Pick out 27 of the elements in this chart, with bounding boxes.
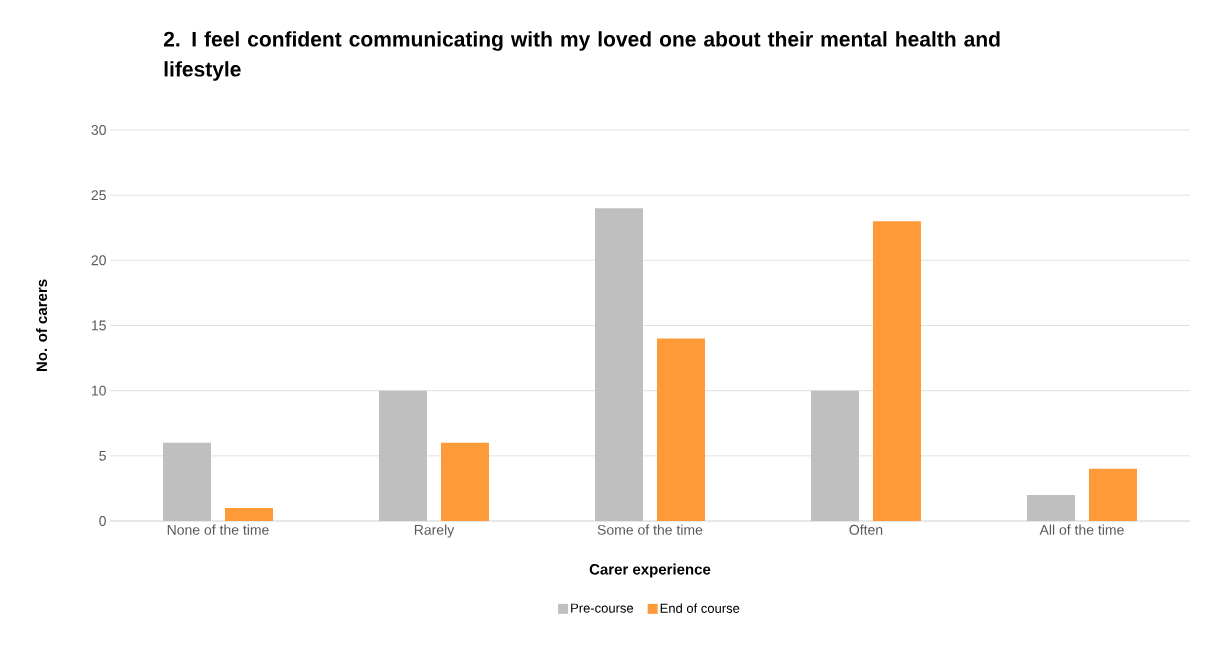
x-tick-label: None of the time	[167, 524, 269, 535]
chart-title: 2. I feel confident communicating with my loved one about their mental health and lifestyle	[163, 31, 1000, 81]
bar	[1026, 494, 1075, 521]
bar	[872, 221, 921, 521]
bar	[810, 390, 859, 521]
bar	[225, 507, 273, 521]
y-tick-label: 10	[91, 385, 106, 396]
y-tick-label: 20	[91, 255, 106, 266]
x-tick-label: Often	[849, 524, 883, 535]
legend-label: End of course	[660, 603, 740, 613]
bar	[440, 442, 489, 521]
y-tick-label: 0	[99, 516, 106, 526]
x-tick-label: Rarely	[414, 524, 455, 538]
bar	[594, 208, 643, 521]
y-tick-label: 30	[91, 125, 106, 135]
x-axis-title: Carer experience	[589, 563, 711, 578]
y-axis-title: No. of carers	[36, 279, 48, 372]
y-tick-label: 25	[91, 190, 106, 201]
x-tick-label: Some of the time	[597, 524, 703, 535]
y-tick-label: 5	[99, 450, 106, 461]
legend-label: Pre-course	[571, 603, 634, 613]
bar	[163, 442, 211, 521]
bar	[656, 338, 705, 521]
x-tick-label: All of the time	[1039, 524, 1124, 535]
bar	[378, 390, 427, 521]
bar	[1088, 468, 1137, 521]
y-tick-label: 15	[91, 320, 106, 331]
